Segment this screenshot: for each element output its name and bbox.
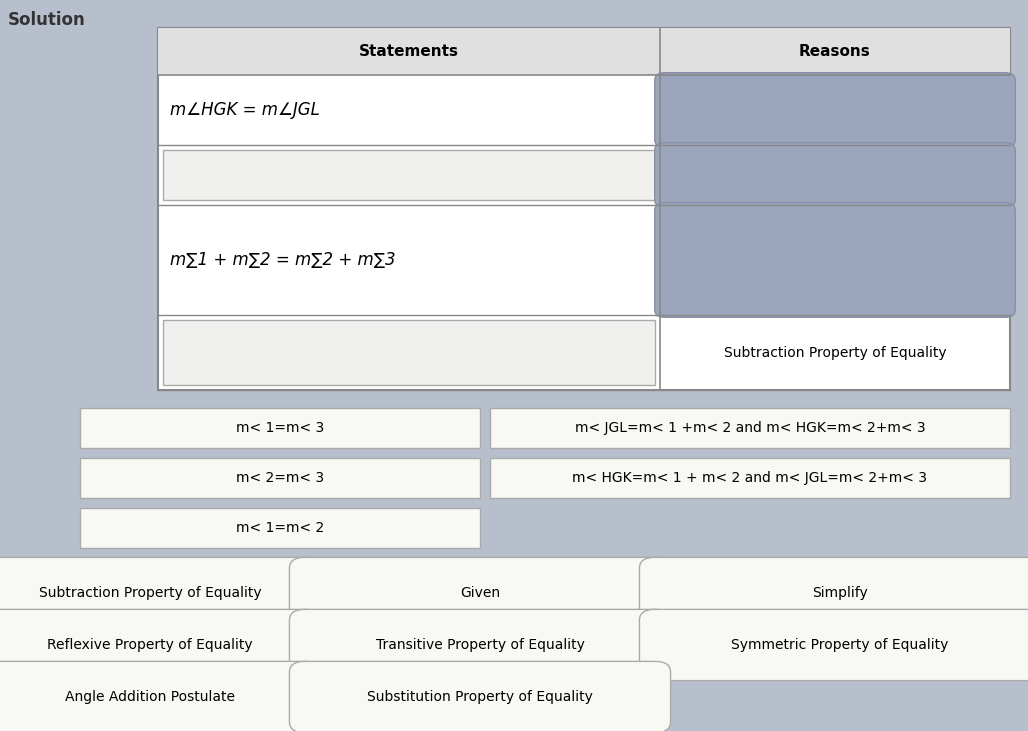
Text: m∑1 + m∑2 = m∑2 + m∑3: m∑1 + m∑2 = m∑2 + m∑3 (170, 251, 396, 269)
FancyBboxPatch shape (0, 610, 321, 681)
FancyBboxPatch shape (158, 28, 1009, 390)
FancyBboxPatch shape (290, 662, 670, 731)
Text: m< 2=m< 3: m< 2=m< 3 (236, 471, 324, 485)
Text: m< 1=m< 3: m< 1=m< 3 (235, 421, 324, 435)
FancyBboxPatch shape (80, 408, 480, 448)
Text: Statements: Statements (359, 44, 458, 59)
FancyBboxPatch shape (655, 202, 1016, 317)
Text: Simplify: Simplify (812, 586, 868, 600)
FancyBboxPatch shape (639, 557, 1028, 629)
FancyBboxPatch shape (490, 408, 1009, 448)
Text: Solution: Solution (8, 11, 86, 29)
FancyBboxPatch shape (490, 458, 1009, 498)
FancyBboxPatch shape (290, 610, 670, 681)
FancyBboxPatch shape (80, 508, 480, 548)
Text: Reflexive Property of Equality: Reflexive Property of Equality (47, 638, 253, 652)
Text: Substitution Property of Equality: Substitution Property of Equality (367, 690, 593, 704)
FancyBboxPatch shape (163, 150, 655, 200)
Text: Subtraction Property of Equality: Subtraction Property of Equality (724, 346, 947, 360)
Text: m< HGK=m< 1 + m< 2 and m< JGL=m< 2+m< 3: m< HGK=m< 1 + m< 2 and m< JGL=m< 2+m< 3 (573, 471, 927, 485)
Text: Given: Given (460, 586, 500, 600)
FancyBboxPatch shape (163, 320, 655, 385)
Text: Symmetric Property of Equality: Symmetric Property of Equality (731, 638, 949, 652)
Text: m∠HGK = m∠JGL: m∠HGK = m∠JGL (170, 101, 320, 119)
FancyBboxPatch shape (80, 458, 480, 498)
FancyBboxPatch shape (0, 662, 321, 731)
FancyBboxPatch shape (158, 28, 1009, 75)
Text: Transitive Property of Equality: Transitive Property of Equality (375, 638, 585, 652)
FancyBboxPatch shape (290, 557, 670, 629)
Text: m< 1=m< 2: m< 1=m< 2 (235, 521, 324, 535)
FancyBboxPatch shape (0, 557, 321, 629)
FancyBboxPatch shape (639, 610, 1028, 681)
Text: Subtraction Property of Equality: Subtraction Property of Equality (39, 586, 261, 600)
FancyBboxPatch shape (655, 72, 1016, 148)
Text: Angle Addition Postulate: Angle Addition Postulate (65, 690, 235, 704)
Text: m< JGL=m< 1 +m< 2 and m< HGK=m< 2+m< 3: m< JGL=m< 1 +m< 2 and m< HGK=m< 2+m< 3 (575, 421, 925, 435)
Text: Reasons: Reasons (799, 44, 871, 59)
FancyBboxPatch shape (655, 143, 1016, 208)
